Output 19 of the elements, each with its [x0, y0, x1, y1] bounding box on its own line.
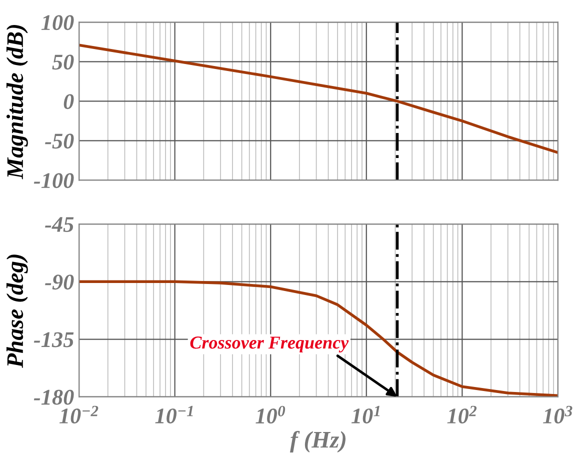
- y-tick-label: -100: [34, 173, 74, 188]
- x-tick-label: 10$^{−2}$: [59, 406, 98, 424]
- y-tick-label: -135: [34, 332, 74, 348]
- x-tick-label: 10$^{0}$: [256, 406, 286, 424]
- y-tick-label: 100: [41, 15, 74, 30]
- y-axis-title: Magnitude (dB): [6, 24, 28, 180]
- y-tick-label: -45: [45, 217, 74, 232]
- x-tick-label: 10$^{3}$: [543, 406, 572, 424]
- y-tick-label: -50: [45, 134, 74, 149]
- x-tick-label: 10$^{1}$: [351, 406, 380, 424]
- y-tick-label: -180: [34, 390, 74, 405]
- y-axis-title: Phase (deg): [6, 254, 28, 368]
- y-tick-label: 50: [52, 54, 74, 70]
- x-tick-label: 10$^{−1}$: [155, 406, 193, 424]
- x-tick-label: 10$^{2}$: [447, 406, 477, 424]
- annotation: Crossover Frequency: [190, 336, 349, 352]
- y-tick-label: -90: [45, 274, 74, 290]
- x-axis-title: f (Hz): [290, 430, 346, 453]
- y-tick-label: 0: [64, 94, 74, 110]
